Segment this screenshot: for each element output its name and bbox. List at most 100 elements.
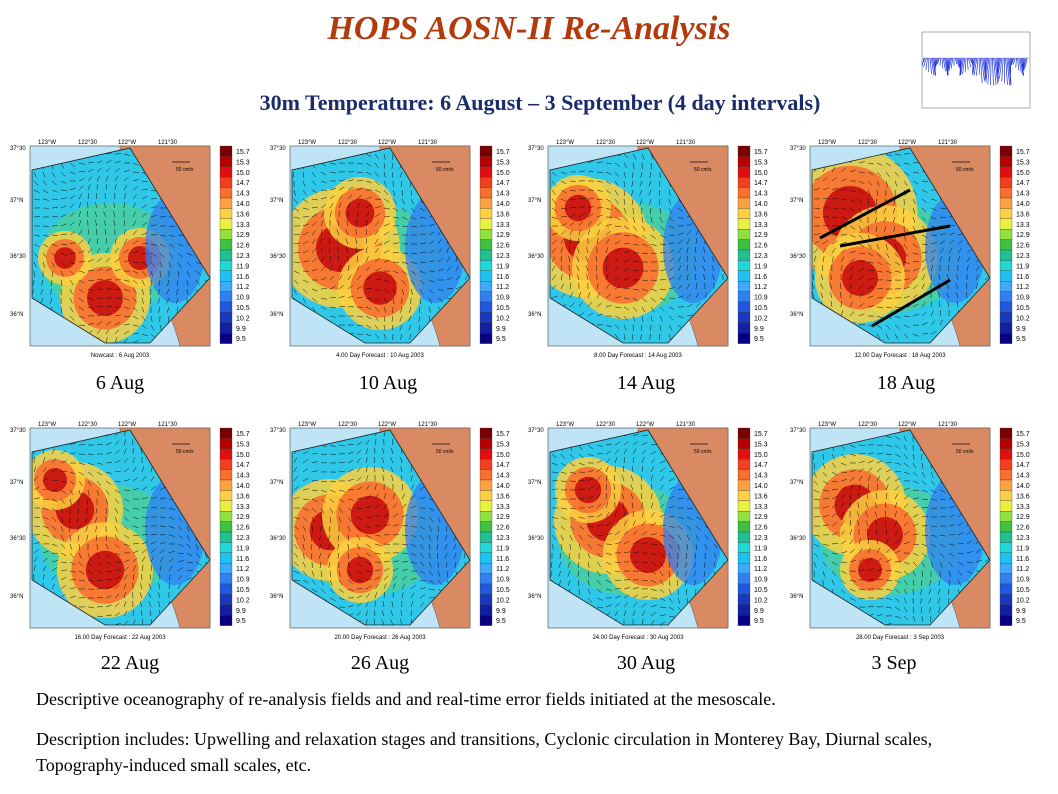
lon-tick-label: 121°30 [158,140,178,146]
colorbar-swatch [219,552,233,564]
colorbar-swatch [479,583,493,595]
colorbar-swatch [737,459,751,470]
colorbar-swatch [479,500,493,512]
colorbar-label: 15.0 [754,170,768,177]
lat-tick-label: 36°30 [790,254,806,260]
colorbar-swatch [737,333,751,344]
colorbar-swatch [999,573,1013,585]
panel-label: 14 Aug [616,372,676,394]
lat-tick-label: 36°30 [270,536,286,542]
colorbar-swatch [219,583,233,595]
colorbar-swatch [479,187,493,199]
lat-tick-label: 36°30 [528,536,544,542]
colorbar-swatch [219,531,233,543]
colorbar-swatch [479,229,493,240]
colorbar-swatch [999,333,1013,344]
lat-tick-label: 37°N [528,480,541,486]
colorbar-swatch [219,301,233,313]
colorbar-label: 12.6 [236,243,250,250]
scale-vector-label: 50 cm/s [694,167,712,173]
lat-tick-label: 37°30 [528,146,544,152]
colorbar-label: 9.5 [236,618,246,625]
colorbar-label: 10.5 [754,305,768,312]
colorbar-label: 13.3 [236,222,250,229]
colorbar-label: 12.6 [496,525,510,532]
colorbar-swatch [479,438,493,449]
lon-tick-label: 121°30 [418,422,438,428]
lon-tick-label: 122°30 [338,140,358,146]
colorbar-label: 14.0 [1016,201,1030,208]
lat-tick-label: 36°30 [10,254,26,260]
colorbar-swatch [999,229,1013,240]
colorbar-swatch [737,583,751,595]
lon-tick-label: 122°30 [596,140,616,146]
lat-tick-label: 37°30 [10,146,26,152]
colorbar-swatch [479,281,493,292]
colorbar-label: 12.6 [236,525,250,532]
panel-label: 30 Aug [616,652,676,674]
colorbar-swatch [999,270,1013,282]
colorbar-swatch [737,490,751,501]
scale-vector-label: 50 cm/s [694,449,712,455]
colorbar-label: 10.9 [496,577,510,584]
colorbar-swatch [737,511,751,522]
colorbar-label: 14.3 [1016,473,1030,480]
colorbar-label: 12.6 [1016,525,1030,532]
colorbar-swatch [737,208,751,219]
lat-tick-label: 37°N [270,480,283,486]
colorbar-swatch [479,521,493,533]
colorbar-swatch [999,322,1013,334]
scale-vector-label: 50 cm/s [956,167,974,173]
colorbar-label: 9.5 [496,618,506,625]
colorbar-label: 15.7 [496,431,510,438]
colorbar-swatch [999,459,1013,470]
colorbar-label: 11.2 [496,566,509,573]
colorbar-label: 10.5 [236,305,250,312]
colorbar-label: 11.6 [1016,556,1029,563]
colorbar-label: 13.6 [754,211,768,218]
slide-title: HOPS AOSN-II Re-Analysis [327,10,731,47]
colorbar-swatch [737,479,751,491]
colorbar-label: 15.0 [496,452,510,459]
colorbar-label: 14.0 [754,201,768,208]
colorbar-label: 12.3 [754,535,768,542]
lon-tick-label: 123°W [38,422,56,428]
colorbar-label: 10.5 [236,587,250,594]
colorbar-label: 10.5 [1016,305,1030,312]
lon-tick-label: 123°W [298,422,316,428]
colorbar-swatch [219,448,233,460]
colorbar-label: 15.7 [236,149,250,156]
colorbar-label: 13.3 [1016,504,1030,511]
lon-tick-label: 122°30 [338,422,358,428]
colorbar-swatch [999,156,1013,167]
colorbar-label: 14.7 [496,462,510,469]
lat-tick-label: 37°N [10,198,23,204]
temperature-map-panel: 15.7 15.3 15.0 14.7 14.3 14.0 13.6 13.3 12.9 12.6… [10,422,250,641]
lon-tick-label: 122°W [636,422,654,428]
panel-label: 18 Aug [876,372,936,394]
colorbar-label: 15.0 [236,170,250,177]
lat-tick-label: 37°N [528,198,541,204]
colorbar-label: 15.7 [754,431,768,438]
colorbar-label: 13.6 [236,211,250,218]
colorbar-label: 9.5 [754,336,764,343]
colorbar-swatch [219,615,233,626]
colorbar-swatch [479,479,493,491]
temperature-map-panel: 15.7 15.3 15.0 14.7 14.3 14.0 13.6 13.3 12.9 12.6… [790,140,1030,359]
colorbar-swatch [737,322,751,334]
colorbar-swatch [479,563,493,574]
description-2: Description includes: Upwelling and rela… [36,729,933,775]
panel-caption: 20.00 Day Forecast : 26 Aug 2003 [334,635,426,641]
lat-tick-label: 36°N [528,594,541,600]
colorbar-label: 11.6 [754,556,767,563]
scale-vector-label: 50 cm/s [436,167,454,173]
colorbar-label: 12.3 [236,253,250,260]
colorbar-label: 14.7 [1016,180,1030,187]
colorbar-label: 14.0 [754,483,768,490]
colorbar-swatch [219,604,233,616]
colorbar-swatch [479,604,493,616]
colorbar-label: 11.9 [1016,263,1029,270]
colorbar-label: 10.2 [236,597,250,604]
colorbar-swatch [219,197,233,209]
colorbar-label: 11.2 [754,284,767,291]
